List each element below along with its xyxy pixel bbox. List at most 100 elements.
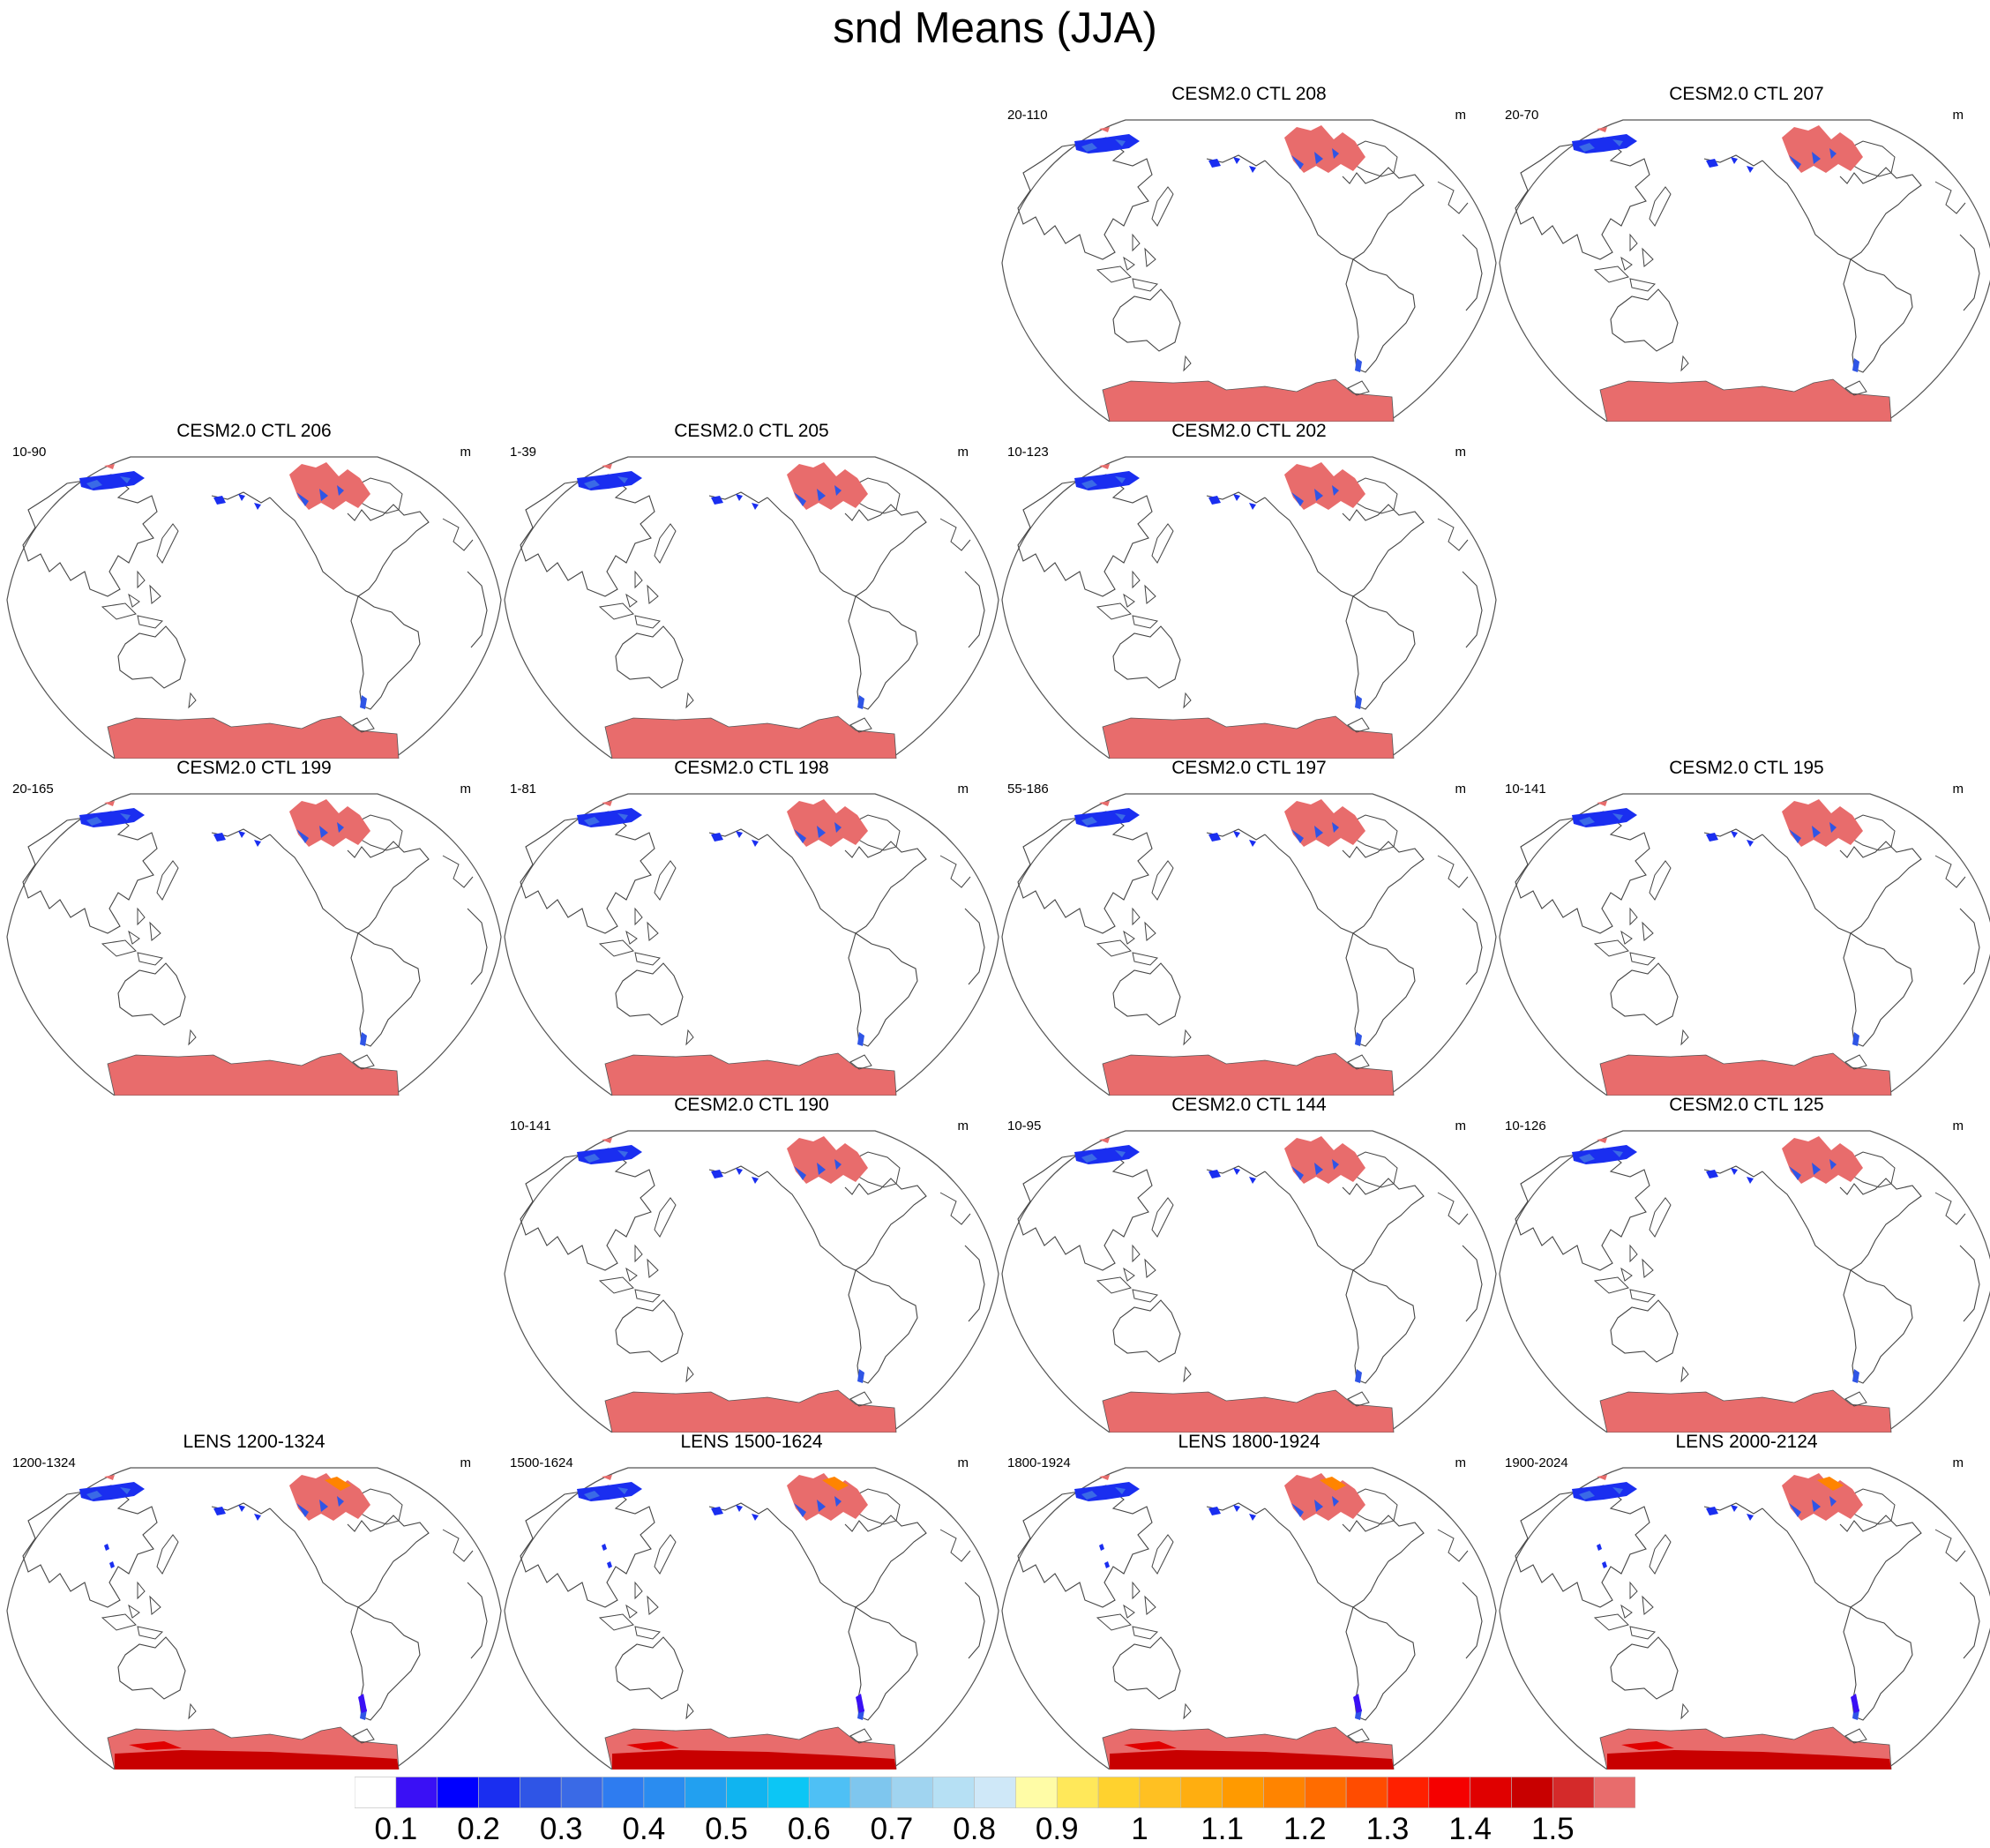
globe-map	[1001, 1130, 1497, 1433]
legend-swatch	[1593, 1777, 1636, 1808]
globe-map	[6, 793, 502, 1096]
panel-units-label: m	[1952, 782, 1964, 797]
legend-swatch	[395, 1777, 438, 1808]
snow-depth-map	[1499, 793, 1990, 1096]
legend-swatch	[354, 1777, 397, 1808]
legend-swatch	[849, 1777, 893, 1808]
legend-tick-label: 1.3	[1365, 1812, 1410, 1846]
legend-swatch	[1097, 1777, 1141, 1808]
legend-tick-label: 0.4	[622, 1812, 666, 1846]
legend-swatch	[560, 1777, 603, 1808]
panel-units-label: m	[1952, 1455, 1964, 1470]
legend-swatch	[1428, 1777, 1470, 1808]
snow-depth-map	[1499, 1467, 1990, 1769]
map-panel: LENS 2000-2124 1900-2024 m	[1498, 1431, 1990, 1769]
panel-units-label: m	[1952, 1119, 1964, 1133]
legend-swatch	[974, 1777, 1016, 1808]
legend-swatch	[437, 1777, 479, 1808]
panel-title: LENS 1200-1324	[183, 1432, 325, 1452]
panel-units-label: m	[460, 1455, 472, 1470]
panel-left-label: 10-141	[510, 1119, 551, 1133]
globe-map	[504, 456, 999, 759]
panel-title: CESM2.0 CTL 125	[1669, 1095, 1824, 1115]
legend-swatch	[1180, 1777, 1223, 1808]
legend-swatch	[891, 1777, 934, 1808]
map-panel: CESM2.0 CTL 205 1-39 m	[503, 420, 1000, 759]
panel-left-label: 55-186	[1007, 782, 1049, 797]
panel-left-label: 10-123	[1007, 445, 1049, 460]
legend-tick-label: 0.5	[705, 1812, 748, 1846]
panel-left-label: 20-110	[1007, 108, 1048, 123]
legend-tick-label: 1.4	[1448, 1812, 1492, 1846]
panel-title: CESM2.0 CTL 207	[1669, 84, 1824, 104]
map-panel: CESM2.0 CTL 202 10-123 m	[1000, 420, 1498, 759]
panel-units-label: m	[1952, 108, 1964, 123]
legend-tick-label: 0.2	[457, 1812, 500, 1846]
snow-depth-map	[1001, 1130, 1497, 1433]
map-panel: CESM2.0 CTL 125 10-126 m	[1498, 1094, 1990, 1433]
legend-swatch	[808, 1777, 851, 1808]
panel-title: LENS 1800-1924	[1178, 1432, 1320, 1452]
globe-map	[504, 1467, 999, 1769]
panel-left-label: 1900-2024	[1505, 1455, 1568, 1470]
panel-left-label: 1800-1924	[1007, 1455, 1071, 1470]
map-panel: LENS 1800-1924 1800-1924 m	[1000, 1431, 1498, 1769]
panel-left-label: 10-90	[12, 445, 47, 460]
legend-swatch	[643, 1777, 686, 1808]
panel-title: CESM2.0 CTL 198	[674, 758, 829, 778]
legend-tick-label: 0.7	[870, 1812, 914, 1846]
snow-depth-map	[504, 793, 999, 1096]
panel-units-label: m	[1455, 445, 1467, 460]
legend-tick-label: 1.1	[1201, 1812, 1244, 1846]
legend-tick-label: 1.2	[1283, 1812, 1327, 1846]
legend-tick-label: 1	[1131, 1812, 1148, 1846]
legend-tick-label: 0.8	[953, 1812, 996, 1846]
legend-swatch	[685, 1777, 727, 1808]
panel-left-label: 20-165	[12, 782, 54, 797]
panel-left-label: 1500-1624	[510, 1455, 573, 1470]
panel-title: CESM2.0 CTL 208	[1171, 84, 1327, 104]
panel-title: CESM2.0 CTL 144	[1171, 1095, 1327, 1115]
legend-colorbar	[354, 1777, 1636, 1808]
globe-map	[6, 456, 502, 759]
panel-units-label: m	[1455, 1119, 1467, 1133]
globe-map	[1001, 119, 1497, 422]
panel-title: CESM2.0 CTL 197	[1171, 758, 1327, 778]
map-panel: CESM2.0 CTL 198 1-81 m	[503, 757, 1000, 1096]
map-panel: CESM2.0 CTL 197 55-186 m	[1000, 757, 1498, 1096]
panel-title: LENS 2000-2124	[1675, 1432, 1818, 1452]
globe-map	[1001, 456, 1497, 759]
map-panel: LENS 1500-1624 1500-1624 m	[503, 1431, 1000, 1769]
globe-map	[6, 1467, 502, 1769]
legend-swatch	[1552, 1777, 1595, 1808]
legend-tick-label: 0.1	[374, 1812, 418, 1846]
legend-swatch	[767, 1777, 810, 1808]
legend-swatch	[1222, 1777, 1264, 1808]
snow-depth-map	[1001, 456, 1497, 759]
panel-title: CESM2.0 CTL 206	[176, 421, 332, 441]
panel-units-label: m	[957, 445, 969, 460]
panel-title: CESM2.0 CTL 199	[176, 758, 332, 778]
globe-map	[1001, 793, 1497, 1096]
legend-swatch	[478, 1777, 520, 1808]
legend-swatch	[1015, 1777, 1058, 1808]
snow-depth-map	[1001, 793, 1497, 1096]
panel-left-label: 1-81	[510, 782, 537, 797]
snow-depth-map	[6, 793, 502, 1096]
map-panel: CESM2.0 CTL 208 20-110 m	[1000, 83, 1498, 422]
globe-map	[1499, 1130, 1990, 1433]
map-panel: CESM2.0 CTL 206 10-90 m	[5, 420, 503, 759]
legend-swatch	[1511, 1777, 1553, 1808]
legend-swatch	[1304, 1777, 1347, 1808]
map-panel: LENS 1200-1324 1200-1324 m	[5, 1431, 503, 1769]
panel-left-label: 1200-1324	[12, 1455, 76, 1470]
snow-depth-map	[1499, 119, 1990, 422]
panel-units-label: m	[1455, 782, 1467, 797]
legend-tick-label: 0.9	[1035, 1812, 1079, 1846]
panel-units-label: m	[957, 1455, 969, 1470]
panel-units-label: m	[460, 782, 472, 797]
panel-left-label: 10-95	[1007, 1119, 1042, 1133]
map-panel: CESM2.0 CTL 195 10-141 m	[1498, 757, 1990, 1096]
panel-units-label: m	[1455, 108, 1467, 123]
legend-swatch	[1056, 1777, 1099, 1808]
